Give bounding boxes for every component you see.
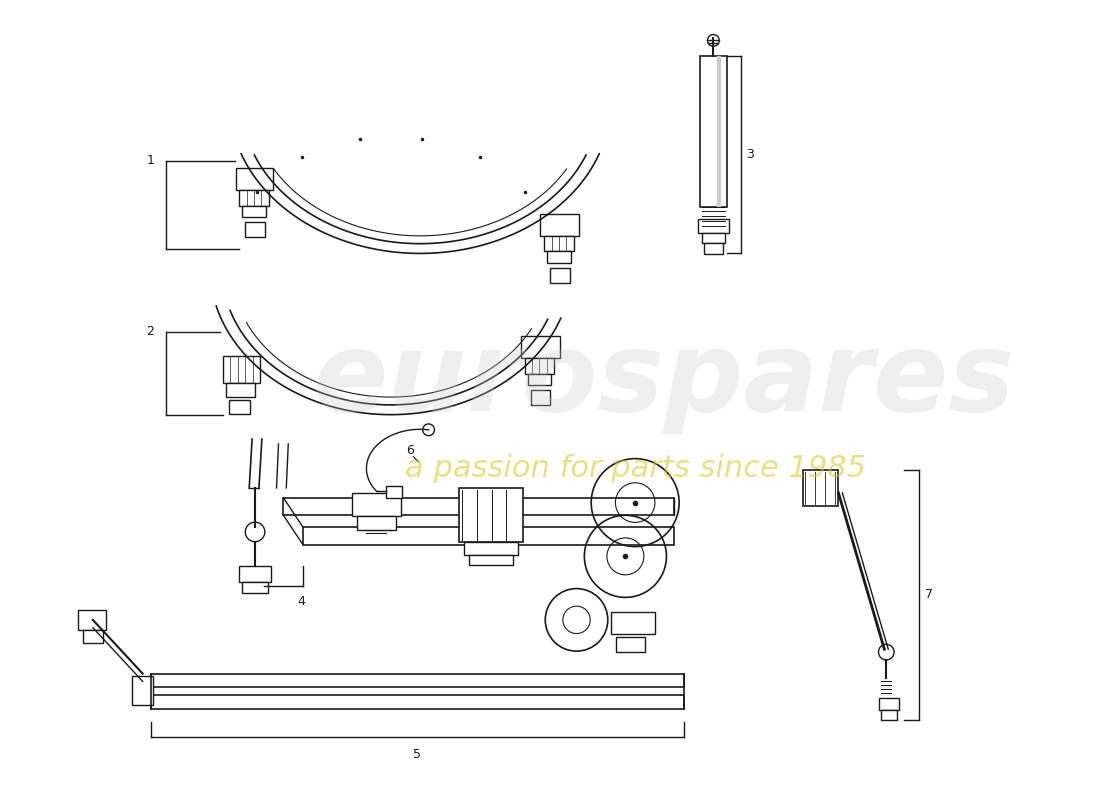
FancyBboxPatch shape bbox=[240, 566, 271, 582]
FancyBboxPatch shape bbox=[697, 219, 729, 233]
Text: 6: 6 bbox=[407, 444, 415, 458]
FancyBboxPatch shape bbox=[302, 527, 674, 545]
FancyBboxPatch shape bbox=[78, 610, 106, 630]
FancyBboxPatch shape bbox=[223, 356, 260, 383]
Text: 7: 7 bbox=[925, 588, 934, 601]
FancyBboxPatch shape bbox=[704, 242, 723, 254]
FancyBboxPatch shape bbox=[386, 486, 403, 498]
FancyBboxPatch shape bbox=[235, 169, 273, 190]
FancyBboxPatch shape bbox=[525, 358, 554, 374]
Text: 2: 2 bbox=[146, 325, 154, 338]
FancyBboxPatch shape bbox=[132, 675, 153, 705]
FancyBboxPatch shape bbox=[242, 582, 267, 594]
FancyBboxPatch shape bbox=[242, 206, 266, 218]
FancyBboxPatch shape bbox=[464, 542, 518, 555]
FancyBboxPatch shape bbox=[610, 612, 654, 634]
Text: a passion for parts since 1985: a passion for parts since 1985 bbox=[405, 454, 866, 483]
FancyBboxPatch shape bbox=[530, 390, 550, 405]
FancyBboxPatch shape bbox=[460, 488, 522, 542]
FancyBboxPatch shape bbox=[356, 516, 396, 530]
FancyBboxPatch shape bbox=[550, 268, 570, 282]
FancyBboxPatch shape bbox=[284, 498, 674, 515]
Text: 5: 5 bbox=[414, 748, 421, 761]
FancyBboxPatch shape bbox=[226, 383, 255, 397]
FancyBboxPatch shape bbox=[469, 555, 513, 565]
Text: eurospares: eurospares bbox=[314, 327, 1015, 434]
FancyBboxPatch shape bbox=[616, 638, 645, 652]
FancyBboxPatch shape bbox=[229, 400, 250, 414]
Text: 4: 4 bbox=[297, 595, 305, 609]
FancyBboxPatch shape bbox=[544, 236, 573, 251]
Text: 1: 1 bbox=[146, 154, 154, 167]
FancyBboxPatch shape bbox=[352, 493, 400, 516]
FancyBboxPatch shape bbox=[152, 674, 684, 687]
FancyBboxPatch shape bbox=[547, 251, 571, 263]
FancyBboxPatch shape bbox=[245, 222, 265, 237]
FancyBboxPatch shape bbox=[702, 233, 725, 242]
FancyBboxPatch shape bbox=[803, 470, 838, 506]
FancyBboxPatch shape bbox=[528, 374, 551, 386]
FancyBboxPatch shape bbox=[700, 56, 727, 207]
FancyBboxPatch shape bbox=[520, 337, 560, 358]
FancyBboxPatch shape bbox=[881, 710, 898, 719]
FancyBboxPatch shape bbox=[880, 698, 899, 710]
Text: 3: 3 bbox=[746, 148, 754, 162]
FancyBboxPatch shape bbox=[152, 695, 684, 709]
FancyBboxPatch shape bbox=[240, 190, 268, 206]
FancyBboxPatch shape bbox=[540, 214, 580, 236]
FancyBboxPatch shape bbox=[84, 630, 102, 643]
